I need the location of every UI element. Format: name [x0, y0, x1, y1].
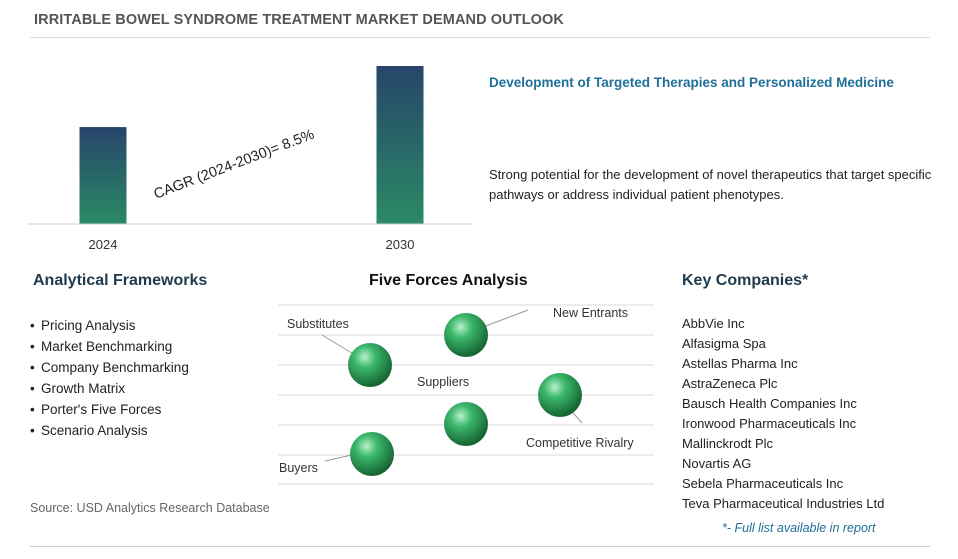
companies-list: AbbVie Inc Alfasigma Spa Astellas Pharma… — [682, 314, 884, 514]
x-tick-labels: 2024 2030 — [89, 237, 415, 252]
competitive-rivalry-label: Competitive Rivalry — [526, 436, 634, 450]
x-tick-label-2030: 2030 — [386, 237, 415, 252]
new-entrants-sphere — [444, 313, 488, 357]
list-item: Market Benchmarking — [30, 336, 189, 357]
x-tick-label-2024: 2024 — [89, 237, 118, 252]
page-title: IRRITABLE BOWEL SYNDROME TREATMENT MARKE… — [34, 12, 564, 28]
list-item: Sebela Pharmaceuticals Inc — [682, 476, 844, 491]
list-item: Astellas Pharma Inc — [682, 356, 798, 371]
list-item: Ironwood Pharmaceuticals Inc — [682, 416, 857, 431]
list-item: Bausch Health Companies Inc — [682, 396, 857, 411]
frameworks-list: Pricing Analysis Market Benchmarking Com… — [30, 315, 189, 441]
competitive-rivalry-sphere — [538, 373, 582, 417]
list-item: Teva Pharmaceutical Industries Ltd — [682, 496, 885, 511]
companies-footnote: *- Full list available in report — [722, 521, 876, 535]
list-item: Alfasigma Spa — [682, 336, 766, 351]
list-item: Novartis AG — [682, 456, 752, 471]
suppliers-label: Suppliers — [417, 375, 469, 389]
list-item: AstraZeneca Plc — [682, 376, 778, 391]
five-forces-diagram: Substitutes New Entrants Suppliers Compe… — [278, 304, 654, 485]
new-entrants-label: New Entrants — [553, 306, 628, 320]
companies-heading: Key Companies* — [682, 272, 809, 289]
list-item: Pricing Analysis — [30, 315, 189, 336]
source-note: Source: USD Analytics Research Database — [30, 501, 270, 515]
list-item: Growth Matrix — [30, 378, 189, 399]
frameworks-heading: Analytical Frameworks — [33, 272, 208, 289]
buyers-sphere — [350, 432, 394, 476]
highlight-text: Strong potential for the development of … — [489, 167, 932, 202]
highlight-heading: Development of Targeted Therapies and Pe… — [489, 75, 894, 90]
list-item: AbbVie Inc — [682, 316, 745, 331]
top-divider — [30, 37, 930, 38]
bar-2030 — [376, 66, 424, 224]
five-forces-heading: Five Forces Analysis — [369, 272, 528, 289]
bar-2024 — [79, 127, 127, 224]
bars-group — [79, 66, 424, 224]
substitutes-label: Substitutes — [287, 317, 349, 331]
list-item: Company Benchmarking — [30, 357, 189, 378]
cagr-annotation: CAGR (2024-2030)= 8.5% — [152, 127, 317, 203]
buyers-label: Buyers — [279, 461, 318, 475]
substitutes-sphere — [348, 343, 392, 387]
market-bar-chart: 2024 2030 CAGR (2024-2030)= 8.5% — [28, 66, 472, 252]
list-item: Mallinckrodt Plc — [682, 436, 774, 451]
bottom-divider — [30, 546, 930, 547]
list-item: Porter's Five Forces — [30, 399, 189, 420]
list-item: Scenario Analysis — [30, 420, 189, 441]
suppliers-sphere — [444, 402, 488, 446]
